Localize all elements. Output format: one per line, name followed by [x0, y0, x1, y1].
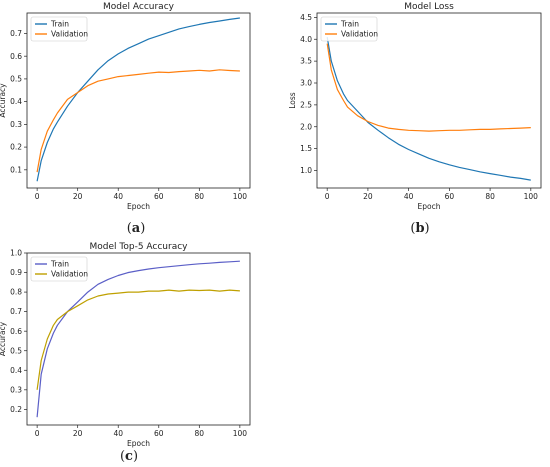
x-tick-label: 40 [404, 192, 414, 201]
x-tick-label: 40 [113, 429, 123, 438]
y-tick-label: 0.5 [10, 346, 22, 355]
y-tick-label: 3.0 [300, 79, 312, 88]
y-tick-label: 2.5 [300, 100, 312, 109]
x-axis-label: Epoch [127, 439, 150, 448]
y-tick-label: 0.1 [10, 165, 22, 174]
series-line-train [36, 17, 240, 182]
y-tick-label: 0.2 [10, 143, 22, 152]
y-tick-label: 0.6 [10, 52, 22, 61]
y-tick-label: 1.5 [300, 144, 312, 153]
series-line-train [36, 260, 240, 418]
x-tick-label: 100 [233, 192, 248, 201]
y-tick-label: 0.4 [10, 366, 22, 375]
y-tick-label: 0.4 [10, 97, 22, 106]
y-axis-label: Loss [288, 92, 297, 109]
x-axis-label: Epoch [127, 202, 150, 211]
series-line-train [326, 36, 531, 181]
x-tick-label: 20 [73, 429, 83, 438]
x-axis-label: Epoch [418, 202, 441, 211]
x-tick-label: 0 [325, 192, 330, 201]
legend-box [320, 16, 378, 42]
y-axis-label: Accuracy [0, 83, 7, 118]
x-tick-label: 40 [113, 192, 123, 201]
y-tick-label: 0.3 [10, 120, 22, 129]
y-tick-label: 4.5 [300, 13, 312, 22]
legend-label: Validation [51, 270, 88, 279]
x-tick-label: 100 [233, 429, 248, 438]
x-tick-label: 20 [363, 192, 373, 201]
y-tick-label: 0.6 [10, 327, 22, 336]
x-tick-label: 60 [445, 192, 455, 201]
panel-label-c: (c) [119, 449, 139, 464]
y-axis-label: Accuracy [0, 321, 7, 356]
series-line-validation [326, 43, 531, 132]
y-tick-label: 1.0 [10, 249, 22, 258]
x-tick-label: 20 [73, 192, 83, 201]
x-tick-label: 0 [35, 192, 40, 201]
y-tick-label: 0.5 [10, 75, 22, 84]
x-tick-label: 60 [154, 192, 164, 201]
panel-label-b: (b) [410, 221, 430, 236]
chart-title: Model Accuracy [103, 2, 175, 12]
y-tick-label: 0.8 [10, 288, 22, 297]
x-tick-label: 60 [154, 429, 164, 438]
legend-label: Validation [341, 30, 378, 39]
plot-frame [26, 12, 251, 189]
x-tick-label: 100 [524, 192, 539, 201]
y-tick-label: 1.0 [300, 166, 312, 175]
series-line-validation [36, 289, 240, 390]
chart-model-top5-accuracy: Model Top-5 Accuracy 0 20 40 60 80 100 0.2 0.3 0.… [0, 242, 251, 448]
legend-box [30, 16, 88, 42]
y-tick-label: 2.0 [300, 122, 312, 131]
x-tick-label: 0 [35, 429, 40, 438]
chart-title: Model Loss [404, 2, 454, 12]
plot-frame [26, 252, 251, 426]
legend-label: Validation [51, 30, 88, 39]
x-tick-label: 80 [485, 192, 495, 201]
y-tick-label: 0.7 [10, 307, 22, 316]
chart-title: Model Top-5 Accuracy [90, 242, 189, 252]
legend-label: Train [50, 20, 69, 29]
chart-model-loss: Model Loss 0 20 40 60 80 100 1.0 1.5 2.0 2.5 3.0 3.5… [288, 2, 542, 211]
legend-label: Train [340, 20, 359, 29]
y-tick-label: 0.7 [10, 29, 22, 38]
chart-model-accuracy: Model Accuracy 0 20 40 60 80 100 0.1 0.2 0.3 0.4 0.… [0, 2, 251, 211]
y-tick-label: 0.3 [10, 385, 22, 394]
panel-label-a: (a) [126, 221, 146, 236]
y-tick-label: 3.5 [300, 57, 312, 66]
y-tick-label: 4.0 [300, 35, 312, 44]
x-tick-label: 80 [195, 429, 205, 438]
legend-label: Train [50, 260, 69, 269]
series-line-validation [36, 69, 240, 173]
y-tick-label: 0.2 [10, 405, 22, 414]
plot-frame [316, 12, 542, 189]
legend-box [30, 256, 88, 282]
x-tick-label: 80 [195, 192, 205, 201]
y-tick-label: 0.9 [10, 268, 22, 277]
